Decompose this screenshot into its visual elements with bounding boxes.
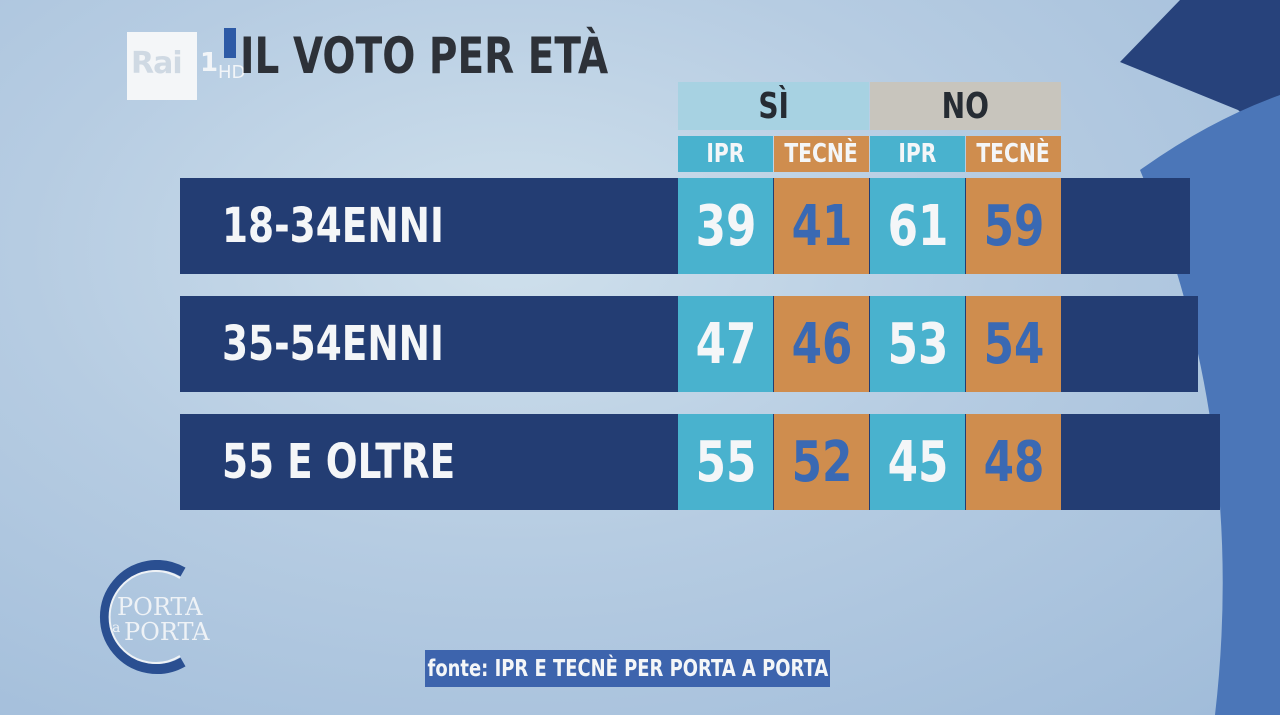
column-header-tecne: TECNÈ [774, 136, 869, 172]
group-header-no: NO [870, 82, 1061, 130]
value-cell: 55 [678, 414, 773, 510]
source-note: fonte: IPR E TECNÈ PER PORTA A PORTA [425, 650, 830, 687]
value-cell: 53 [870, 296, 965, 392]
row-label: 55 E OLTRE [222, 434, 456, 490]
value-cell: 46 [774, 296, 869, 392]
channel-logo-text: Rai [131, 46, 183, 81]
channel-logo [127, 32, 197, 100]
group-header-si: SÌ [678, 82, 869, 130]
title-accent-bar [224, 28, 236, 58]
column-header-ipr: IPR [870, 136, 965, 172]
value-cell: 47 [678, 296, 773, 392]
brand-text-porta: PORTA [117, 593, 203, 621]
column-header-tecne: TECNÈ [966, 136, 1061, 172]
row-label: 35-54ENNI [222, 316, 444, 372]
value-cell: 59 [966, 178, 1061, 274]
value-cell: 39 [678, 178, 773, 274]
value-cell: 61 [870, 178, 965, 274]
porta-a-porta-ring-icon [100, 560, 186, 674]
channel-number: 1 [200, 48, 219, 78]
row-label: 18-34ENNI [222, 198, 444, 254]
chart-title: IL VOTO PER ETÀ [240, 27, 609, 85]
value-cell: 54 [966, 296, 1061, 392]
brand-text-porta-2: PORTA [124, 618, 210, 646]
value-cell: 48 [966, 414, 1061, 510]
porta-a-porta-logo [88, 560, 238, 675]
column-header-ipr: IPR [678, 136, 773, 172]
value-cell: 41 [774, 178, 869, 274]
value-cell: 52 [774, 414, 869, 510]
channel-hd: HD [218, 62, 246, 83]
value-cell: 45 [870, 414, 965, 510]
brand-text-a: a [112, 620, 121, 636]
